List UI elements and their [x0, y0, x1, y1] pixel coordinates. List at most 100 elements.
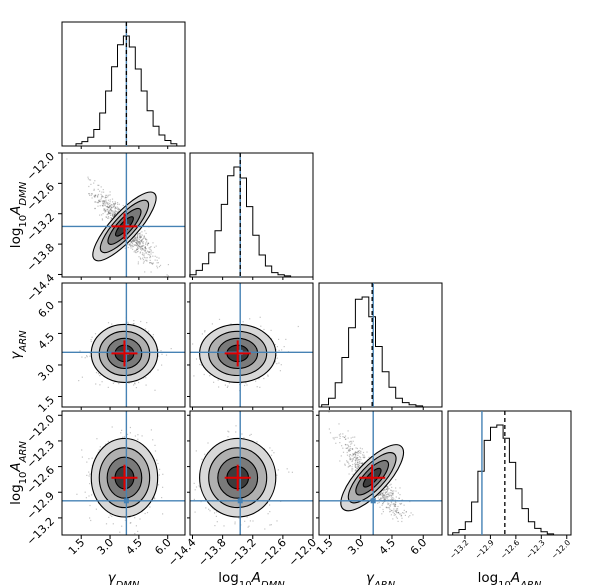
sample-point	[94, 201, 96, 203]
scatter-frame	[189, 410, 314, 536]
sample-point	[149, 255, 151, 257]
sample-point	[113, 203, 115, 205]
sample-point	[234, 521, 236, 523]
sample-point	[348, 473, 350, 475]
sample-point	[139, 243, 141, 245]
sample-point	[382, 493, 384, 495]
sample-point	[133, 240, 135, 243]
sample-point	[134, 382, 136, 384]
sample-point	[139, 257, 141, 259]
sample-point	[114, 210, 116, 212]
sample-point	[117, 202, 119, 204]
sample-point	[136, 248, 139, 250]
sample-point	[114, 207, 116, 209]
sample-point	[108, 212, 110, 214]
sample-point	[200, 501, 202, 503]
sample-point	[97, 202, 99, 204]
sample-point	[109, 194, 111, 196]
sample-point	[194, 511, 196, 513]
sample-point	[384, 498, 386, 500]
sample-point	[382, 511, 384, 513]
sample-point	[213, 508, 215, 511]
sample-point	[104, 210, 106, 212]
sample-point	[101, 196, 103, 198]
hist-frame	[189, 152, 314, 278]
sample-point	[145, 248, 147, 250]
sample-point	[106, 203, 109, 205]
sample-point	[110, 207, 112, 209]
sample-point	[91, 193, 93, 195]
sample-point	[259, 386, 261, 388]
sample-point	[366, 451, 368, 453]
sample-point	[274, 344, 276, 346]
sample-point	[386, 491, 388, 493]
sample-point	[109, 199, 111, 201]
sample-point	[380, 494, 382, 496]
sample-point	[391, 498, 393, 500]
sample-point	[384, 489, 386, 491]
sample-point	[98, 200, 100, 202]
sample-point	[134, 533, 136, 535]
sample-point	[144, 247, 146, 249]
sample-point	[134, 240, 136, 242]
sample-point	[383, 491, 385, 493]
sample-point	[111, 214, 113, 216]
sample-point	[145, 252, 147, 254]
sample-point	[96, 196, 99, 198]
sample-point	[101, 214, 103, 216]
sample-point	[97, 194, 99, 196]
sample-point	[269, 504, 271, 506]
sample-point	[246, 384, 248, 386]
sample-point	[127, 323, 129, 325]
sample-point	[226, 386, 228, 388]
sample-point	[114, 203, 116, 205]
sample-point	[88, 179, 91, 181]
sample-point	[105, 206, 108, 208]
sample-point	[139, 518, 141, 520]
sample-point	[110, 214, 112, 216]
sample-point	[154, 444, 156, 446]
sample-point	[137, 236, 139, 238]
sample-point	[158, 257, 160, 259]
scatter-panel-4-2	[189, 410, 314, 536]
sample-point	[113, 212, 115, 214]
sample-point	[270, 454, 273, 456]
sample-point	[130, 245, 132, 247]
sample-point	[146, 250, 148, 252]
sample-point	[143, 249, 145, 251]
sample-point	[91, 494, 93, 496]
sample-point	[141, 253, 143, 255]
sample-point	[133, 240, 136, 242]
sample-point	[141, 246, 143, 248]
sample-point	[336, 436, 338, 438]
sample-point	[135, 241, 137, 243]
sample-point	[105, 203, 107, 205]
sample-point	[348, 455, 350, 457]
sample-point	[157, 355, 159, 357]
sample-point	[97, 193, 100, 196]
sample-point	[205, 507, 207, 509]
sample-point	[107, 207, 110, 209]
sample-point	[105, 210, 107, 212]
sample-point	[355, 452, 357, 454]
sample-point	[127, 246, 129, 249]
sample-point	[110, 212, 112, 214]
sample-point	[354, 462, 356, 465]
sample-point	[112, 523, 114, 525]
sample-point	[107, 206, 109, 208]
sample-point	[131, 241, 133, 243]
sample-point	[118, 208, 120, 210]
sample-point	[109, 205, 111, 207]
sample-point	[140, 248, 142, 250]
sample-point	[271, 449, 273, 452]
sample-point	[104, 197, 106, 199]
sample-point	[142, 257, 144, 259]
sample-point	[146, 322, 148, 324]
sample-point	[267, 375, 269, 377]
sample-point	[126, 244, 128, 246]
sample-point	[117, 212, 119, 214]
sample-point	[149, 256, 152, 258]
sample-point	[86, 356, 88, 358]
sample-point	[267, 513, 269, 515]
sample-point	[101, 381, 103, 383]
